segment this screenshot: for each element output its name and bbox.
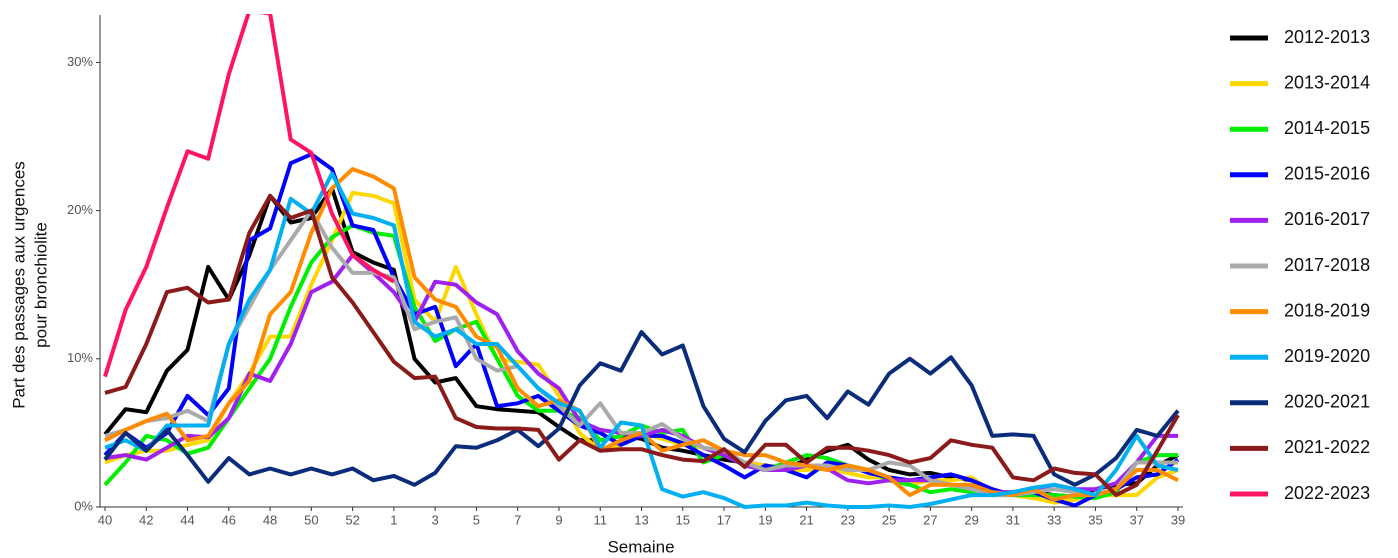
x-tick-label: 42 — [139, 512, 153, 527]
legend-label: 2014-2015 — [1284, 118, 1370, 138]
legend-label: 2020-2021 — [1284, 392, 1370, 412]
x-tick-label: 27 — [923, 512, 937, 527]
legend-label: 2013-2014 — [1284, 72, 1370, 92]
x-tick-label: 52 — [345, 512, 359, 527]
y-tick-label: 30% — [67, 54, 93, 69]
x-tick-label: 35 — [1088, 512, 1102, 527]
x-tick-label: 25 — [882, 512, 896, 527]
x-tick-label: 33 — [1047, 512, 1061, 527]
series-line — [103, 223, 1178, 501]
series-line — [104, 193, 1180, 498]
x-tick-label: 1 — [390, 512, 397, 527]
legend-label: 2019-2020 — [1284, 346, 1370, 366]
series-line — [104, 208, 1178, 498]
series-line — [104, 253, 1178, 495]
y-tick-label: 0% — [74, 498, 93, 513]
legend-label: 2022-2023 — [1284, 483, 1370, 503]
x-tick-label: 46 — [222, 512, 236, 527]
x-tick-label: 3 — [432, 512, 439, 527]
x-tick-label: 39 — [1171, 512, 1185, 527]
x-tick-label: 5 — [473, 512, 480, 527]
series-line — [104, 171, 1179, 509]
series-line — [103, 14, 395, 378]
legend-label: 2021-2022 — [1284, 437, 1370, 457]
y-axis-title: Part des passages aux urgences — [9, 161, 28, 409]
x-tick-label: 48 — [263, 512, 277, 527]
x-tick-label: 19 — [758, 512, 772, 527]
legend-label: 2017-2018 — [1284, 255, 1370, 275]
x-tick-label: 50 — [304, 512, 318, 527]
y-tick-label: 20% — [67, 202, 93, 217]
x-tick-label: 13 — [634, 512, 648, 527]
y-axis-title: pour bronchiolite — [31, 222, 50, 348]
legend-label: 2012-2013 — [1284, 27, 1370, 47]
x-tick-label: 31 — [1006, 512, 1020, 527]
x-axis-title: Semaine — [607, 537, 674, 556]
x-tick-label: 11 — [593, 512, 607, 527]
x-tick-label: 17 — [717, 512, 731, 527]
plot-area — [103, 14, 1180, 509]
series-line — [103, 330, 1180, 487]
x-tick-label: 21 — [799, 512, 813, 527]
legend-label: 2015-2016 — [1284, 164, 1370, 184]
x-tick-label: 37 — [1129, 512, 1143, 527]
legend-label: 2018-2019 — [1284, 300, 1370, 320]
legend-label: 2016-2017 — [1284, 209, 1370, 229]
x-tick-label: 9 — [555, 512, 562, 527]
x-tick-label: 40 — [98, 512, 112, 527]
x-tick-label: 29 — [964, 512, 978, 527]
x-tick-label: 7 — [514, 512, 521, 527]
x-tick-label: 23 — [841, 512, 855, 527]
series-line — [104, 190, 1179, 505]
x-tick-label: 44 — [180, 512, 194, 527]
x-tick-label: 15 — [676, 512, 690, 527]
y-tick-label: 10% — [67, 350, 93, 365]
